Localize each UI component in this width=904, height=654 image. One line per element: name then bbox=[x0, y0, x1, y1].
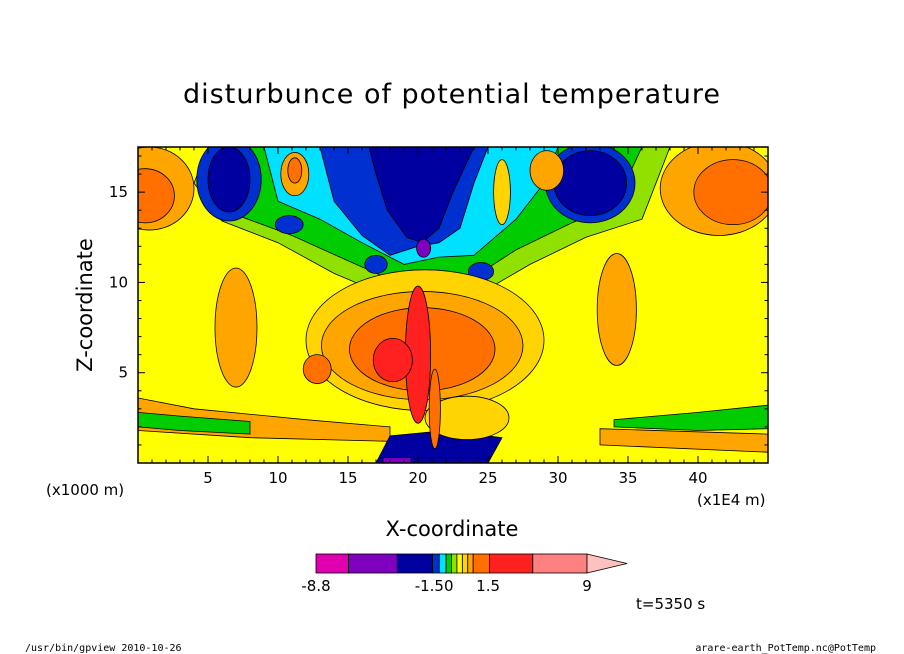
lower-right-green-band bbox=[613, 404, 768, 431]
right-edge-warm-core bbox=[693, 159, 768, 226]
left-warm-column bbox=[214, 267, 258, 388]
x-tick-label: 35 bbox=[618, 469, 637, 487]
y-tick-label: 10 bbox=[109, 273, 128, 291]
x-tick-label: 10 bbox=[268, 469, 287, 487]
colorbar-tick-label: -1.50 bbox=[415, 577, 454, 595]
left-edge-warm-core bbox=[138, 168, 175, 224]
y-tick-label: 5 bbox=[118, 364, 128, 382]
colorbar-tick-label: -8.8 bbox=[301, 577, 330, 595]
colorbar-swatch bbox=[451, 553, 458, 574]
colorbar-swatch bbox=[461, 553, 469, 574]
y-axis: 5 10 15 bbox=[109, 155, 768, 446]
surface-purple-patch bbox=[382, 457, 412, 463]
x-axis-label: X-coordinate bbox=[386, 517, 519, 541]
right-warm-column bbox=[596, 253, 637, 366]
colorbar-swatch bbox=[432, 553, 440, 574]
contour-field bbox=[138, 147, 768, 463]
x-tick-label: 5 bbox=[203, 469, 213, 487]
vortex-core bbox=[416, 238, 432, 258]
colorbar-swatch bbox=[315, 553, 349, 574]
colorbar-swatch bbox=[445, 553, 452, 574]
x-tick-label: 25 bbox=[478, 469, 497, 487]
colorbar-swatch bbox=[532, 553, 588, 574]
right-vortex-core bbox=[553, 150, 627, 217]
colorbar: -8.8 -1.50 1.5 9 bbox=[301, 553, 628, 595]
colorbar-swatch bbox=[489, 553, 534, 574]
colorbar-swatch bbox=[456, 553, 463, 574]
y-units-label: (x1000 m) bbox=[46, 481, 124, 499]
lower-warm-column bbox=[428, 368, 441, 449]
colorbar-swatch bbox=[438, 553, 447, 574]
y-tick-label: 15 bbox=[109, 183, 128, 201]
x-axis: 5 10 15 20 25 30 35 40 bbox=[151, 147, 755, 487]
chart-title: disturbunce of potential temperature bbox=[183, 79, 721, 110]
mid-blue-blob bbox=[364, 254, 388, 274]
lower-left-green-band bbox=[138, 411, 251, 435]
x-tick-label: 20 bbox=[408, 469, 427, 487]
time-label: t=5350 s bbox=[636, 595, 705, 613]
footer-left: /usr/bin/gpview 2010-10-26 bbox=[25, 643, 182, 654]
upper-warm-core bbox=[287, 157, 303, 184]
colorbar-swatch bbox=[472, 553, 490, 574]
colorbar-swatch bbox=[396, 553, 433, 574]
x-tick-label: 30 bbox=[548, 469, 567, 487]
x-units-label: (x1E4 m) bbox=[697, 491, 766, 509]
lower-gold-patch bbox=[424, 395, 510, 440]
lower-right-orange-band bbox=[599, 428, 768, 453]
plot-frame bbox=[137, 146, 769, 464]
x-tick-label: 15 bbox=[338, 469, 357, 487]
field-shapes bbox=[138, 147, 768, 463]
footer-right: arare-earth_PotTemp.nc@PotTemp bbox=[695, 643, 876, 654]
upper-warm-cell-right bbox=[529, 150, 564, 191]
colorbar-tick-label: 1.5 bbox=[476, 577, 500, 595]
colorbar-swatch bbox=[467, 553, 474, 574]
x-tick-label: 40 bbox=[688, 469, 707, 487]
y-axis-label: Z-coordinate bbox=[73, 238, 97, 372]
central-red-lobe bbox=[372, 338, 413, 383]
colorbar-extend-arrow bbox=[586, 553, 628, 574]
left-warm-lobe bbox=[302, 354, 332, 384]
colorbar-tick-label: 9 bbox=[582, 577, 592, 595]
colorbar-swatch bbox=[348, 553, 398, 574]
left-vortex-core bbox=[207, 147, 251, 213]
left-blue-blob bbox=[274, 215, 304, 235]
upper-warm-streak bbox=[493, 159, 511, 226]
